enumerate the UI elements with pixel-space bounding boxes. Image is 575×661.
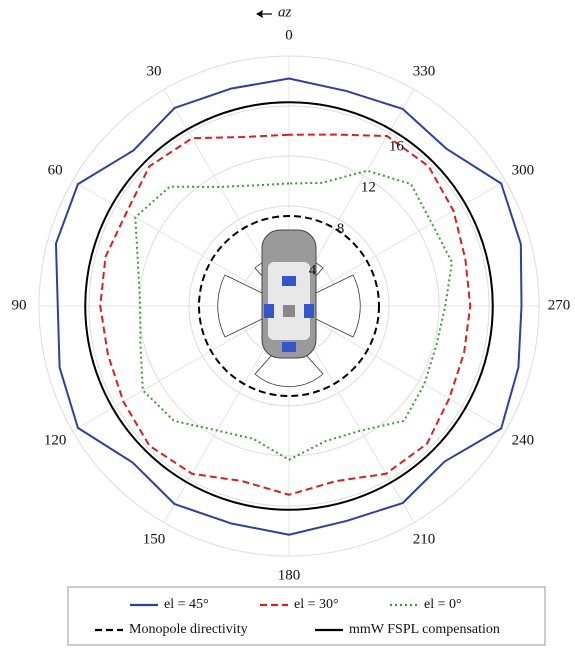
legend-label: mmW FSPL compensation: [349, 622, 500, 637]
theta-tick-label: 330: [413, 64, 436, 80]
grid-spoke: [289, 181, 506, 306]
theta-tick-label: 300: [512, 162, 535, 178]
antenna: [282, 342, 296, 352]
antenna: [304, 304, 314, 318]
theta-tick-label: 270: [548, 297, 571, 313]
legend: el = 45° el = 30° el = 0° Monopole directiv…: [68, 587, 545, 645]
r-tick-label: 12: [361, 180, 376, 196]
chart: az el = 45° el = 30° el = 0° Monopole direc…: [0, 0, 575, 656]
theta-tick-label: 150: [143, 531, 166, 547]
theta-tick-label: 180: [278, 567, 301, 583]
antenna: [282, 276, 296, 286]
direction-indicator: az: [256, 4, 292, 20]
theta-tick-label: 240: [512, 432, 535, 448]
theta-tick-label: 210: [413, 531, 436, 547]
theta-tick-label: 0: [285, 27, 293, 43]
legend-label: el = 0°: [424, 597, 462, 612]
r-tick-label: 4: [309, 263, 317, 279]
arrow-head: [256, 10, 263, 18]
r-tick-label: 8: [337, 221, 345, 237]
r-tick-label: 16: [389, 138, 405, 154]
theta-tick-label: 30: [147, 64, 162, 80]
grid-spoke: [72, 306, 289, 431]
legend-label: Monopole directivity: [129, 622, 248, 637]
grid-spoke: [289, 306, 506, 431]
theta-tick-label: 90: [12, 297, 27, 313]
direction-label: az: [278, 4, 292, 20]
car-roof: [268, 262, 310, 340]
antenna: [264, 304, 274, 318]
legend-label: el = 45°: [164, 597, 209, 612]
theta-tick-label: 60: [48, 162, 63, 178]
vehicle-icon: [218, 230, 360, 387]
grid-spoke: [72, 181, 289, 306]
legend-label: el = 30°: [294, 597, 339, 612]
antenna: [283, 305, 295, 317]
theta-tick-label: 120: [44, 432, 67, 448]
